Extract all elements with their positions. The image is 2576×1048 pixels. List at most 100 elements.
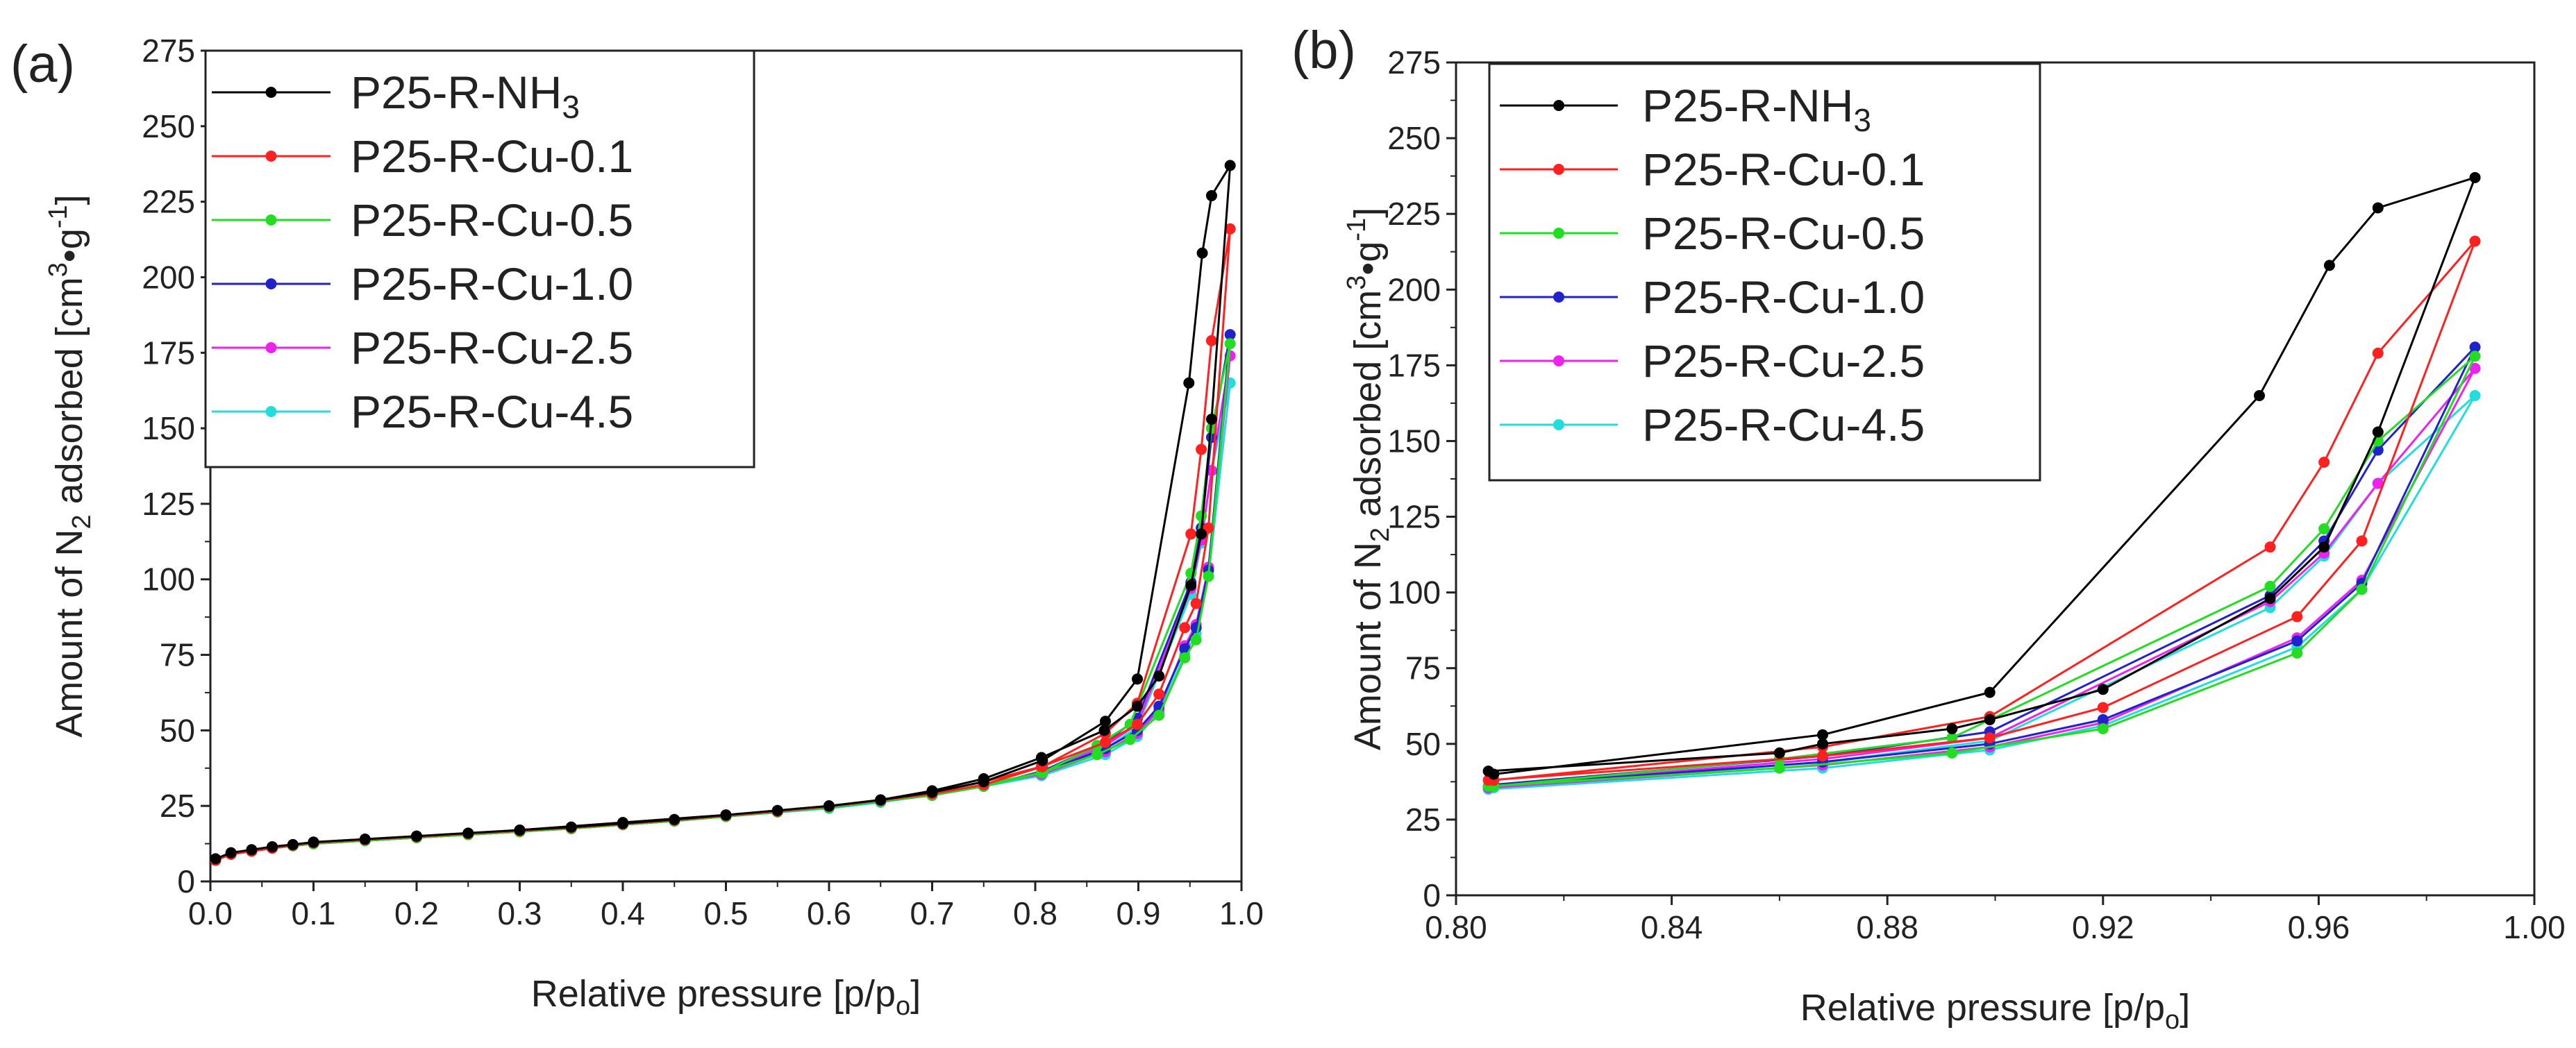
data-point [2291,647,2303,659]
data-point [225,847,237,859]
legend-entry-name: P25-R-Cu-4.5 [1642,399,1925,450]
y-tick-label: 25 [1405,802,1441,838]
x-axis-label-sub: o [896,992,910,1021]
data-point [2469,341,2481,353]
data-point [2264,593,2276,605]
x-tick-label: 0.1 [292,895,336,931]
legend-entry-name: P25-R-NH [351,67,562,118]
y-axis-label-ylabel-mid2: •g [1347,242,1389,276]
data-point [2318,523,2330,534]
x-tick-label: 0.6 [807,895,851,931]
x-tick-label: 0.88 [1856,909,1918,945]
y-axis-label-ylabel-end: ] [49,194,90,205]
data-point [2372,426,2384,438]
data-point [1153,709,1165,721]
data-point [1773,762,1785,774]
y-axis-label-ylabel-mid: adsorbed [cm [1347,290,1389,527]
x-tick-label: 1.0 [1219,895,1264,931]
legend-swatch-marker [1553,100,1564,111]
data-point [2469,235,2481,247]
legend-entry: P25-R-Cu-0.1 [1642,144,1925,195]
legend-entry: P25-R-NH3 [1642,80,1871,138]
legend-swatch-marker [1553,228,1564,239]
data-point [2372,347,2384,359]
x-tick-label: 0.7 [910,895,955,931]
data-point [1224,329,1236,341]
y-axis-label-ylabel-sup1: 3 [1342,276,1371,290]
x-tick-label: 0.84 [1641,909,1703,945]
data-point [359,834,371,845]
data-point [1224,160,1236,171]
y-tick-label: 125 [1387,499,1441,535]
data-point [1817,738,1829,750]
series-layer [210,160,1236,866]
legend-entry-sub: 3 [1853,102,1871,138]
data-point [2469,350,2481,362]
x-tick-label: 0.80 [1425,909,1487,945]
y-tick-label: 150 [142,410,195,446]
x-tick-label: 0.2 [394,895,439,931]
series-line-p25-r-nh3 [1488,176,2477,775]
legend-entry-name: P25-R-Cu-0.1 [351,130,633,182]
legend-entry-name: P25-R-Cu-0.5 [351,194,633,246]
data-point [1179,622,1191,634]
legend-entry: P25-R-Cu-2.5 [1642,335,1925,387]
x-axis-label: Relative pressure [p/po] [1800,987,2190,1035]
data-point [2097,702,2109,713]
legend-swatch-marker [1553,291,1564,303]
data-point [1183,377,1195,389]
data-point [2356,584,2368,595]
data-point [1196,510,1207,522]
data-point [2318,457,2330,468]
data-point [565,821,577,833]
data-point [246,844,258,856]
data-point [2097,713,2109,725]
data-point [1205,414,1217,425]
legend-entry: P25-R-Cu-2.5 [351,322,633,373]
data-point [1482,766,1494,777]
x-axis-label-end: ] [910,973,921,1015]
legend-entry-name: P25-R-Cu-0.5 [1642,208,1925,259]
y-axis-label-ylabel-sup2: -1 [1342,218,1371,242]
data-point [2097,684,2109,695]
y-axis-label-ylabel: Amount of N [49,530,90,738]
x-axis-label: Relative pressure [p/po] [531,973,921,1021]
panel-label: (b) [1291,21,1356,80]
legend-swatch-marker [265,406,277,417]
data-point [2253,390,2265,401]
x-tick-label: 0.96 [2288,909,2350,945]
y-axis-label-ylabel-sup2: -1 [44,205,73,228]
y-tick-label: 25 [160,788,195,824]
legend-entry: P25-R-Cu-0.1 [351,130,633,182]
y-tick-label: 250 [1387,120,1441,156]
legend-swatch-marker [265,87,277,98]
legend-entry: P25-R-Cu-4.5 [351,386,633,437]
data-point [1099,736,1111,748]
data-point [2264,580,2276,592]
y-tick-label: 125 [142,486,195,522]
data-point [2291,611,2303,623]
data-point [1196,247,1208,259]
data-point [1190,634,1202,645]
x-tick-label: 0.0 [188,895,233,931]
data-point [771,804,783,816]
x-axis-label-end: ] [2180,987,2190,1029]
data-point [1132,673,1144,685]
panel-b: 0 25 50 75 100 125 150 175 200 225 250 275 0.80 0.84 0… [1291,21,2566,1035]
data-point [1035,752,1047,763]
data-point [720,809,732,821]
y-tick-label: 0 [177,863,195,899]
legend-swatch-marker [1553,419,1564,430]
y-tick-label: 200 [142,259,195,295]
legend-swatch-marker [1553,355,1564,366]
data-point [411,830,422,842]
legend-entry-name: P25-R-Cu-2.5 [351,322,633,373]
series-layer [1482,171,2481,795]
data-point [1224,338,1236,350]
x-tick-label: 0.3 [498,895,542,931]
data-point [1196,443,1207,455]
y-tick-label: 225 [142,184,195,220]
data-point [1203,571,1214,582]
data-point [2469,171,2481,183]
